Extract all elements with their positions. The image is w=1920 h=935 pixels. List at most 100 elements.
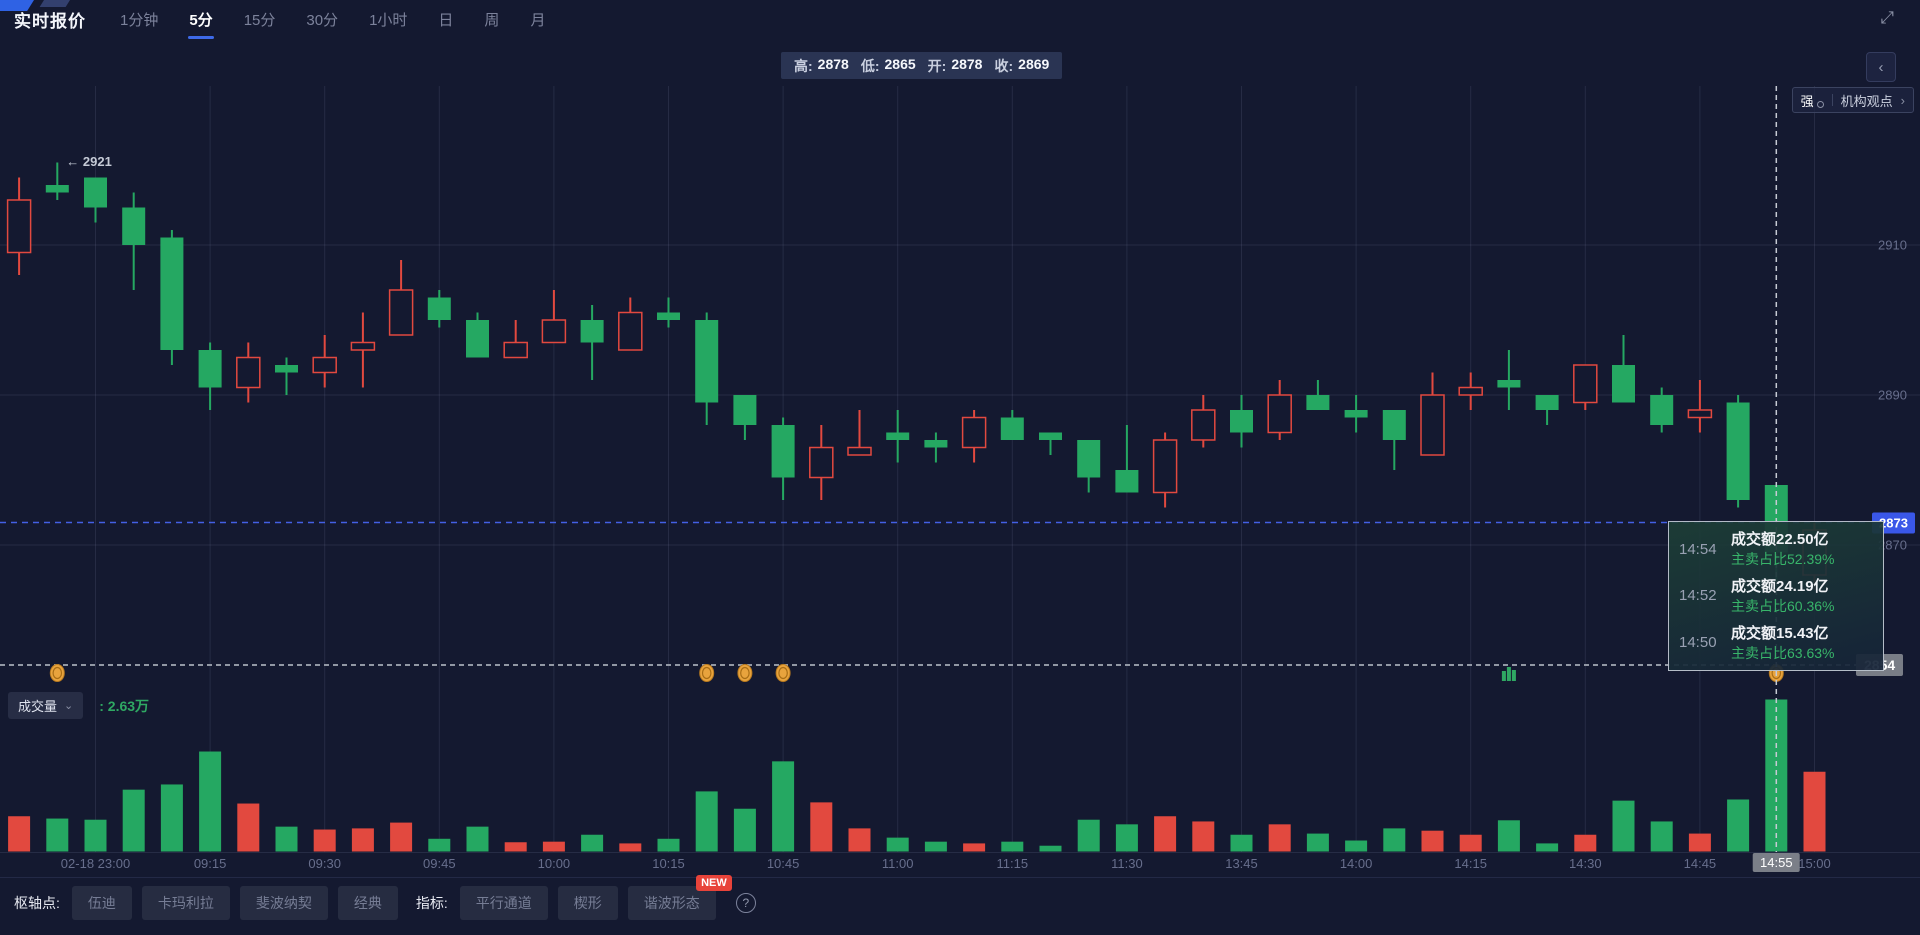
tab-interval-3[interactable]: 30分 — [306, 11, 339, 29]
volume-bar — [1574, 834, 1597, 852]
pivot-button-1[interactable]: 卡玛利拉 — [141, 886, 230, 920]
expand-icon[interactable]: ⤢ — [1880, 8, 1894, 27]
tab-interval-1[interactable]: 5分 — [187, 0, 214, 39]
coin-marker-icon[interactable] — [49, 664, 65, 682]
volume-bar — [1459, 834, 1482, 852]
candle-body — [1650, 395, 1674, 425]
volume-bar — [1268, 824, 1291, 852]
ohlc-item-1: 低: 2865 — [860, 55, 916, 74]
volume-bar — [8, 816, 31, 852]
time-tick-label: 14:45 — [1683, 856, 1717, 871]
volume-bar — [924, 841, 947, 852]
tab-interval-7[interactable]: 月 — [530, 11, 546, 29]
time-tick-label: 11:00 — [881, 856, 914, 871]
time-tick-label: 10:00 — [537, 856, 571, 871]
candle-body — [350, 341, 376, 351]
chevron-right-icon: › — [1900, 92, 1905, 108]
pivot-label: 枢轴点: — [14, 895, 60, 911]
volume-bar — [1192, 821, 1215, 852]
candle-body — [1267, 394, 1292, 434]
institution-view-link[interactable]: 机构观点 — [1840, 93, 1893, 109]
volume-bar — [1421, 830, 1444, 852]
candle-body — [924, 440, 948, 448]
volume-bar — [1650, 821, 1673, 852]
time-tick-label: 14:00 — [1339, 856, 1373, 871]
candle-body — [1497, 380, 1521, 388]
bottom-toolbar: 枢轴点: 伍迪 卡玛利拉 斐波纳契 经典 指标: 平行通道 楔形 谐波形态 NEW ? — [14, 875, 756, 920]
candle-body — [427, 297, 451, 320]
time-tick-label: 14:30 — [1569, 856, 1602, 871]
volume-bar — [1536, 843, 1559, 852]
coin-marker-icon[interactable] — [699, 664, 715, 682]
indicator-button-0[interactable]: 平行通道 — [459, 886, 548, 920]
candle-body — [657, 312, 680, 320]
volume-bar — [1803, 771, 1826, 852]
collapse-panel-button[interactable]: ‹ — [1866, 52, 1896, 82]
candle-body — [1039, 432, 1062, 440]
tab-interval-5[interactable]: 日 — [438, 11, 454, 29]
volume-bar — [275, 826, 298, 852]
volume-bar — [351, 828, 374, 852]
tab-interval-2[interactable]: 15分 — [243, 11, 276, 29]
volume-bar — [1230, 834, 1253, 852]
indicator-button-2[interactable]: 谐波形态 NEW — [627, 875, 732, 920]
volume-current-value: : 2.63万 — [99, 697, 150, 714]
new-badge: NEW — [696, 875, 732, 891]
institution-view-pill[interactable]: 强 机构观点 › — [1791, 87, 1914, 113]
volume-bar — [963, 843, 986, 852]
candle-body — [236, 356, 261, 389]
candle-body — [1000, 417, 1024, 440]
help-icon[interactable]: ? — [735, 893, 756, 913]
candle-body — [1573, 364, 1598, 404]
volume-bar — [1612, 800, 1635, 852]
candle-body — [503, 341, 528, 359]
chevron-left-icon: ‹ — [1878, 58, 1884, 76]
volume-bar — [199, 751, 222, 852]
tab-interval-0[interactable]: 1分钟 — [120, 11, 159, 29]
volume-bar — [1154, 816, 1177, 852]
volume-bar — [886, 837, 909, 852]
tooltip-row-2: 14:50 成交额15.43亿 主卖占比63.63% — [1679, 624, 1835, 661]
volume-bar — [772, 761, 795, 852]
volume-indicator-dropdown[interactable]: 成交量 ⌄ — [8, 692, 84, 719]
coin-marker-icon[interactable] — [737, 664, 753, 682]
candle-body — [198, 350, 222, 388]
time-tick-label: 10:45 — [766, 856, 800, 871]
candle-body — [1344, 410, 1368, 418]
candle-body — [1382, 410, 1406, 440]
volume-bar — [1306, 833, 1329, 852]
indicator-button-1[interactable]: 楔形 — [557, 886, 618, 920]
candle-body — [45, 185, 69, 193]
time-tick-label: 02-18 23:00 — [60, 856, 131, 871]
candle-body — [275, 365, 298, 373]
tab-interval-6[interactable]: 周 — [484, 11, 500, 29]
ohlc-item-3: 收: 2869 — [994, 55, 1050, 74]
candle-body — [1687, 409, 1713, 419]
pivot-button-3[interactable]: 经典 — [337, 886, 398, 920]
candle-body — [1420, 394, 1445, 456]
candle-body — [84, 177, 107, 208]
volume-bar — [466, 826, 489, 852]
time-tick-label: 14:15 — [1454, 856, 1487, 871]
volume-bar — [1345, 840, 1368, 852]
tab-interval-4[interactable]: 1小时 — [369, 11, 408, 29]
time-tick-label: 13:45 — [1225, 856, 1258, 871]
price-tick-label: 2890 — [1878, 387, 1907, 403]
time-tick-label: 09:45 — [423, 856, 456, 871]
coin-marker-icon[interactable] — [775, 664, 791, 682]
candle-body — [1152, 439, 1178, 494]
histogram-marker-icon[interactable] — [1501, 667, 1516, 681]
volume-bar — [1765, 699, 1788, 852]
time-tick-label: 15:00 — [1798, 856, 1831, 871]
pivot-button-0[interactable]: 伍迪 — [71, 886, 132, 920]
volume-bar — [810, 802, 833, 852]
header-bar: 实时报价 1分钟 5分 15分 30分 1小时 日 周 月 — [0, 0, 1920, 38]
indicator-buttons: 平行通道 楔形 谐波形态 NEW — [459, 875, 732, 920]
volume-bar — [1727, 799, 1750, 852]
pivot-button-2[interactable]: 斐波纳契 — [239, 886, 328, 920]
candle-body — [886, 432, 910, 440]
volume-bar — [733, 808, 756, 852]
volume-bar — [1001, 841, 1024, 852]
